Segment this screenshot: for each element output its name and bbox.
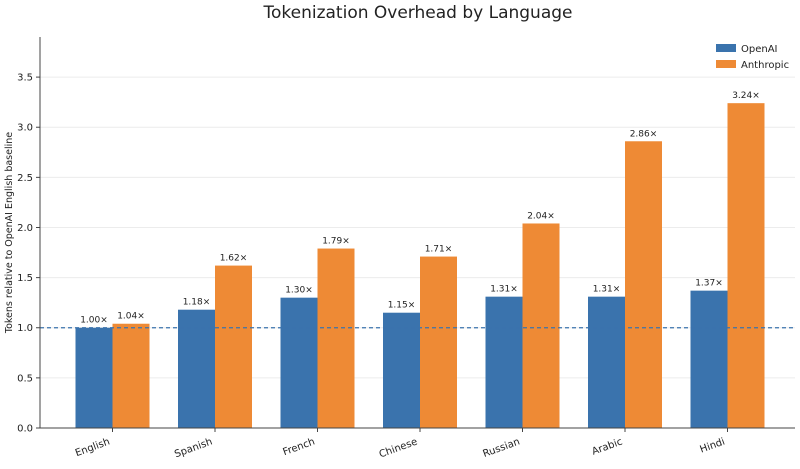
y-tick-label: 0.0 xyxy=(17,424,33,435)
bar-openai xyxy=(485,296,523,428)
bar-anthropic xyxy=(215,265,252,428)
y-tick-label: 1.5 xyxy=(17,273,33,284)
bar-value-label: 1.62× xyxy=(220,254,248,264)
bar-anthropic xyxy=(727,103,765,429)
bar-value-label: 1.79× xyxy=(322,237,350,247)
x-tick-label: Russian xyxy=(482,436,522,460)
x-tick-label: English xyxy=(74,436,112,459)
bar-anthropic xyxy=(625,141,662,428)
bar-openai xyxy=(383,312,420,428)
bar-value-label: 1.15× xyxy=(388,301,416,311)
y-tick-label: 1.0 xyxy=(17,323,33,334)
bar-anthropic xyxy=(522,223,560,428)
legend-label: Anthropic xyxy=(741,60,789,71)
x-tick-label: Spanish xyxy=(173,436,214,460)
bar-openai xyxy=(588,296,625,428)
bar-openai xyxy=(280,297,318,428)
y-tick-label: 0.5 xyxy=(17,373,33,384)
bar-value-label: 1.18× xyxy=(183,298,211,308)
bar-value-label: 1.31× xyxy=(593,285,621,295)
x-tick-label: Hindi xyxy=(699,436,727,455)
bar-anthropic xyxy=(317,248,355,428)
legend: OpenAI Anthropic xyxy=(716,44,789,71)
bar-value-label: 1.37× xyxy=(695,279,723,289)
y-tick-label: 3.0 xyxy=(17,123,33,134)
bar-value-label: 3.24× xyxy=(732,91,760,101)
bar-value-label: 2.86× xyxy=(630,129,658,139)
bar-value-label: 1.30× xyxy=(285,286,313,296)
bar-openai xyxy=(690,290,728,428)
y-axis-label: Tokens relative to OpenAI English baseli… xyxy=(4,132,15,334)
y-tick-label: 2.0 xyxy=(17,223,33,234)
chart-title: Tokenization Overhead by Language xyxy=(263,3,573,23)
bar-value-label: 1.00× xyxy=(80,316,108,326)
bar-value-label: 1.04× xyxy=(117,312,145,322)
bar-value-label: 1.71× xyxy=(425,245,453,255)
x-tick-label: French xyxy=(282,436,317,458)
bar-openai xyxy=(75,327,113,428)
bar-anthropic xyxy=(420,256,457,428)
y-tick-label: 3.5 xyxy=(17,73,33,84)
legend-swatch xyxy=(716,60,736,68)
y-tick-label: 2.5 xyxy=(17,173,33,184)
bar-value-label: 2.04× xyxy=(527,211,555,221)
bar-value-label: 1.31× xyxy=(490,285,518,295)
bar-anthropic xyxy=(112,323,150,428)
x-tick-label: Chinese xyxy=(378,436,419,460)
legend-label: OpenAI xyxy=(741,44,778,55)
bar-openai xyxy=(178,309,215,428)
legend-swatch xyxy=(716,44,736,52)
x-tick-label: Arabic xyxy=(590,436,624,457)
